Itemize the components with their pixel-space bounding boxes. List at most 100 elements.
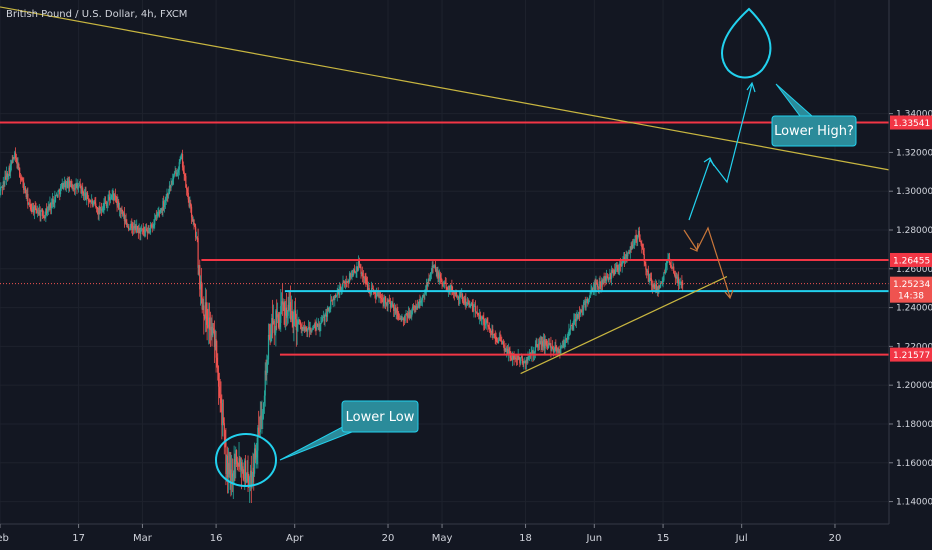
candle-body	[347, 280, 349, 283]
lower-low-circle	[215, 433, 277, 487]
candle-body	[473, 306, 475, 312]
candle-body	[390, 303, 392, 308]
candle-body	[375, 293, 378, 298]
candle-body	[213, 328, 215, 331]
candle-body	[676, 276, 678, 284]
candle-body	[645, 264, 647, 270]
candle-body	[146, 230, 148, 233]
candle-body	[131, 223, 133, 229]
candle-body	[423, 294, 425, 296]
candle-body	[329, 309, 331, 310]
candle-body	[422, 294, 424, 297]
candle-body	[456, 294, 458, 298]
candle-body	[358, 260, 360, 266]
candle-body	[483, 319, 485, 325]
candle-body	[126, 222, 128, 227]
candle-body	[326, 307, 329, 317]
candle-body	[511, 353, 514, 361]
candle-body	[132, 226, 135, 231]
candle-body	[496, 340, 498, 342]
candle-body	[397, 312, 399, 316]
candle-body	[528, 356, 530, 358]
candle-body	[28, 203, 31, 204]
candle-body	[145, 229, 148, 231]
candle-body	[176, 174, 178, 177]
candle-body	[650, 278, 652, 280]
candle-body	[392, 303, 394, 308]
price-axis[interactable]: 1.34000 1.32000 1.30000 1.28000 1.26000 1.240…	[889, 110, 932, 508]
candle-body	[402, 318, 405, 320]
candle-body	[253, 467, 255, 474]
candle-body	[87, 198, 90, 201]
candle-body	[352, 274, 354, 276]
candle-body	[151, 225, 153, 227]
callout-lower-high[interactable]: Lower High?	[721, 7, 857, 147]
candle-body	[156, 215, 158, 216]
candle-body	[429, 272, 432, 278]
candle-body	[122, 210, 124, 216]
candle-body	[222, 417, 224, 426]
time-axis[interactable]: Feb 17 Mar 16 Apr 20 May 18 Jun 15 Jul 20	[0, 524, 841, 544]
candle-body	[188, 199, 190, 207]
candle-body	[398, 315, 400, 319]
candle-body	[281, 301, 284, 305]
candle-body	[13, 157, 15, 159]
candle-body	[551, 346, 554, 349]
candle-body	[185, 176, 187, 188]
candle-body	[662, 280, 664, 283]
candle-body	[648, 280, 650, 282]
candle-body	[76, 183, 78, 188]
candle-body	[324, 315, 326, 322]
candle-body	[32, 206, 34, 212]
candle-body	[118, 201, 120, 210]
candle-body	[27, 194, 29, 205]
candle-body	[69, 181, 71, 187]
candle-body	[388, 300, 390, 301]
candle-body	[357, 267, 359, 271]
candle-body	[178, 162, 180, 170]
candle-body	[265, 370, 267, 375]
candle-body	[572, 325, 574, 330]
candle-body	[293, 311, 295, 327]
candle-body	[332, 297, 334, 301]
price-tick-label: 1.26000	[896, 265, 932, 275]
candle-body	[545, 341, 547, 345]
candle-body	[173, 172, 175, 176]
candle-body	[257, 427, 259, 451]
candle-body	[502, 341, 505, 345]
candle-body	[511, 358, 513, 361]
candle-body	[168, 193, 170, 196]
candle-body	[284, 310, 286, 316]
candle-body	[348, 273, 351, 282]
candle-body	[169, 185, 171, 188]
candle-body	[127, 226, 129, 228]
candle-body	[43, 216, 45, 219]
candle-body	[470, 305, 472, 307]
candle-body	[681, 281, 683, 284]
candle-body	[221, 403, 223, 426]
candle-body	[484, 324, 487, 326]
candle-body	[53, 203, 55, 205]
price-tick-label: 1.16000	[896, 459, 932, 469]
price-tag-box	[890, 252, 932, 267]
candle-body	[534, 347, 536, 352]
candle-body	[1, 187, 3, 188]
candle-body	[482, 316, 484, 320]
candle-body	[42, 215, 44, 217]
candle-body	[269, 336, 271, 342]
candle-body	[462, 301, 464, 303]
candle-body	[241, 466, 243, 472]
candle-body	[438, 274, 441, 279]
candle-body	[379, 295, 381, 297]
candle-body	[323, 317, 325, 322]
candle-body	[196, 237, 198, 239]
candle-body	[549, 343, 551, 346]
callout-lower-low[interactable]: Lower Low	[215, 400, 419, 487]
candle-body	[479, 315, 482, 320]
candle-body	[457, 296, 460, 300]
candle-body	[45, 208, 47, 218]
candle-body	[81, 187, 83, 194]
candle-body	[155, 215, 157, 216]
candle-body	[171, 184, 173, 185]
